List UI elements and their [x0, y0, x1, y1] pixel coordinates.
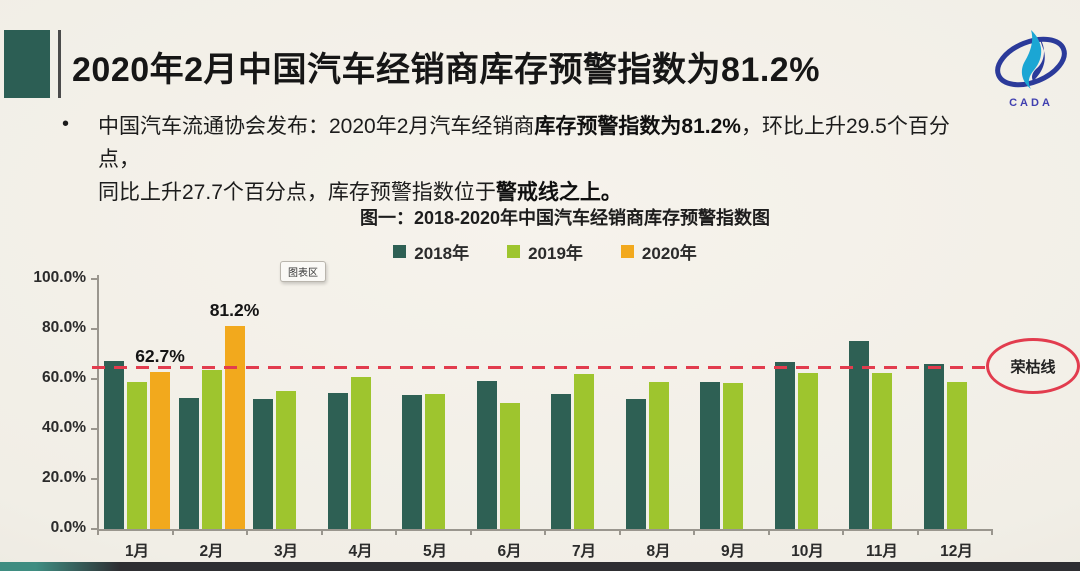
- bar-2019年-12月: [946, 381, 967, 529]
- bar-2018年-3月: [253, 398, 273, 529]
- y-tick-mark: [91, 528, 97, 530]
- y-tick-label: 80.0%: [42, 319, 86, 336]
- summary-bullet: • 中国汽车流通协会发布：2020年2月汽车经销商库存预警指数为81.2%，环比…: [62, 110, 967, 209]
- x-tick-label: 9月: [720, 543, 746, 560]
- x-tick-mark: [97, 529, 99, 535]
- bullet-line1-bold: 库存预警指数为81.2%: [534, 115, 741, 138]
- x-tick-mark: [395, 529, 397, 535]
- bar-2018年-10月: [774, 361, 795, 529]
- x-tick-label: 6月: [497, 543, 522, 560]
- x-tick-label: 3月: [273, 543, 299, 560]
- bar-2019年-8月: [648, 382, 669, 529]
- y-tick-label: 60.0%: [42, 369, 86, 386]
- legend-swatch-icon: [507, 244, 521, 258]
- threshold-line: [92, 365, 985, 369]
- bar-2019年-7月: [574, 373, 594, 529]
- bullet-text: 中国汽车流通协会发布：2020年2月汽车经销商库存预警指数为81.2%，环比上升…: [98, 110, 967, 209]
- legend-label: 2020年: [641, 243, 697, 263]
- x-tick-label: 8月: [646, 543, 671, 560]
- bar-2018年-4月: [327, 392, 348, 529]
- bullet-line1-part2: ，环比上升29.5个百分点，: [98, 115, 950, 171]
- cada-logo-text: CADA: [1009, 97, 1053, 109]
- legend-swatch-icon: [620, 244, 634, 258]
- title-divider-line: [58, 30, 61, 98]
- chart-area-tooltip: 图表区: [280, 261, 326, 282]
- bar-2019年-2月: [201, 370, 222, 529]
- x-tick-mark: [991, 529, 993, 535]
- x-tick-label: 1月: [124, 543, 150, 560]
- y-tick-label: 40.0%: [42, 419, 86, 436]
- bar-2020年-2月: [224, 326, 245, 529]
- x-tick-mark: [842, 529, 844, 535]
- bullet-line1-part1: 中国汽车流通协会发布：2020年2月汽车经销商: [98, 115, 535, 138]
- bullet-line2-part1: 同比上升27.7个百分点，库存预警指数位于: [98, 181, 496, 204]
- bar-2018年-6月: [476, 381, 497, 529]
- y-tick-mark: [91, 428, 97, 430]
- bar-2018年-2月: [178, 398, 199, 529]
- x-tick-label: 5月: [422, 543, 448, 560]
- x-tick-mark: [693, 529, 695, 535]
- bar-value-label: 62.7%: [135, 346, 185, 367]
- bullet-marker: •: [62, 113, 70, 135]
- bullet-line2-bold: 警戒线之上。: [495, 181, 622, 204]
- x-tick-mark: [246, 529, 248, 535]
- legend-label: 2018年: [414, 243, 470, 263]
- y-axis-line: [97, 275, 99, 531]
- bar-2019年-6月: [499, 403, 520, 529]
- threshold-label: 荣枯线: [1010, 358, 1056, 376]
- x-tick-label: 11月: [866, 543, 898, 560]
- bar-value-label: 81.2%: [209, 300, 260, 320]
- bar-2018年-1月: [104, 361, 124, 529]
- bar-2019年-9月: [723, 382, 743, 529]
- y-tick-mark: [91, 378, 97, 380]
- x-tick-label: 7月: [571, 543, 597, 560]
- page-title: 2020年2月中国汽车经销商库存预警指数为81.2%: [72, 51, 820, 89]
- legend-item-2019年: 2019年: [507, 239, 583, 264]
- x-tick-mark: [618, 529, 621, 535]
- x-tick-mark: [171, 529, 174, 535]
- x-tick-label: 12月: [940, 543, 973, 560]
- y-tick-mark: [91, 328, 97, 330]
- bar-2018年-9月: [700, 381, 720, 529]
- bar-2019年-3月: [276, 390, 296, 529]
- legend-swatch-icon: [393, 244, 407, 258]
- x-tick-label: 4月: [348, 543, 373, 560]
- bar-2019年-11月: [872, 372, 892, 529]
- bar-2019年-5月: [425, 394, 445, 529]
- bar-2018年-11月: [849, 341, 869, 529]
- cada-logo-icon: CADA: [986, 24, 1076, 110]
- y-tick-mark: [91, 478, 97, 480]
- bar-2019年-10月: [797, 373, 818, 529]
- x-tick-mark: [469, 529, 472, 535]
- x-tick-label: 2月: [199, 543, 224, 560]
- y-tick-label: 100.0%: [33, 269, 86, 286]
- chart-title: 图一：2018-2020年中国汽车经销商库存预警指数图: [359, 208, 771, 228]
- threshold-label-ellipse: 荣枯线: [986, 338, 1080, 394]
- x-tick-label: 10月: [791, 543, 824, 560]
- x-tick-mark: [767, 529, 770, 535]
- video-progress-bar[interactable]: [0, 562, 1080, 571]
- x-tick-mark: [916, 529, 919, 535]
- legend-item-2018年: 2018年: [393, 239, 469, 264]
- bar-2018年-12月: [923, 363, 944, 529]
- y-tick-label: 0.0%: [50, 519, 86, 536]
- legend-label: 2019年: [528, 243, 583, 263]
- bar-2018年-5月: [402, 394, 422, 529]
- y-tick-label: 20.0%: [42, 469, 86, 486]
- y-tick-mark: [91, 278, 97, 280]
- bar-2018年-7月: [551, 394, 571, 529]
- title-accent-square: [4, 30, 50, 98]
- bar-2020年-1月: [150, 372, 170, 529]
- chart-legend: 2018年 2019年 2020年: [98, 239, 992, 263]
- legend-item-2020年: 2020年: [620, 239, 697, 264]
- bar-2019年-4月: [350, 376, 371, 529]
- x-tick-mark: [320, 529, 323, 535]
- x-tick-mark: [544, 529, 546, 535]
- bar-2018年-8月: [625, 398, 646, 529]
- bar-2019年-1月: [127, 381, 147, 529]
